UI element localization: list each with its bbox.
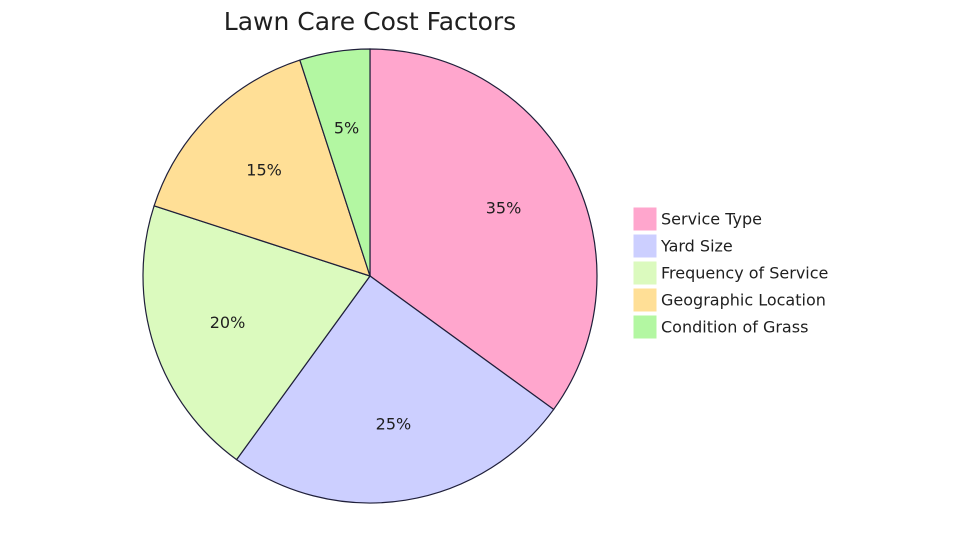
legend-swatch-service-type <box>633 207 657 231</box>
slice-label-service-type: 35% <box>486 198 522 217</box>
pie-slice-service-type <box>369 48 598 411</box>
legend-swatch-geographic-location <box>633 288 657 312</box>
pie-slice-condition-of-grass <box>299 48 371 277</box>
legend-swatch-yard-size <box>633 234 657 258</box>
pie-slice-labels: 35% 25% 20% 15% 5% <box>210 119 522 434</box>
chart-title: Lawn Care Cost Factors <box>224 7 516 36</box>
pie-slice-geographic-location <box>153 59 371 277</box>
legend-label-frequency-of-service: Frequency of Service <box>661 264 828 283</box>
slice-label-frequency-of-service: 20% <box>210 313 246 332</box>
legend-label-geographic-location: Geographic Location <box>661 291 826 310</box>
slice-label-condition-of-grass: 5% <box>334 119 359 138</box>
pie-slice-yard-size <box>235 275 555 504</box>
pie-slices <box>142 48 598 504</box>
legend-label-service-type: Service Type <box>661 210 762 229</box>
legend-label-condition-of-grass: Condition of Grass <box>661 318 808 337</box>
slice-label-geographic-location: 15% <box>246 161 282 180</box>
legend-label-yard-size: Yard Size <box>660 237 733 256</box>
pie-slice-frequency-of-service <box>142 205 371 461</box>
legend: Service Type Yard Size Frequency of Servic… <box>633 207 828 339</box>
legend-swatch-condition-of-grass <box>633 315 657 339</box>
slice-label-yard-size: 25% <box>376 414 412 433</box>
legend-swatch-frequency-of-service <box>633 261 657 285</box>
